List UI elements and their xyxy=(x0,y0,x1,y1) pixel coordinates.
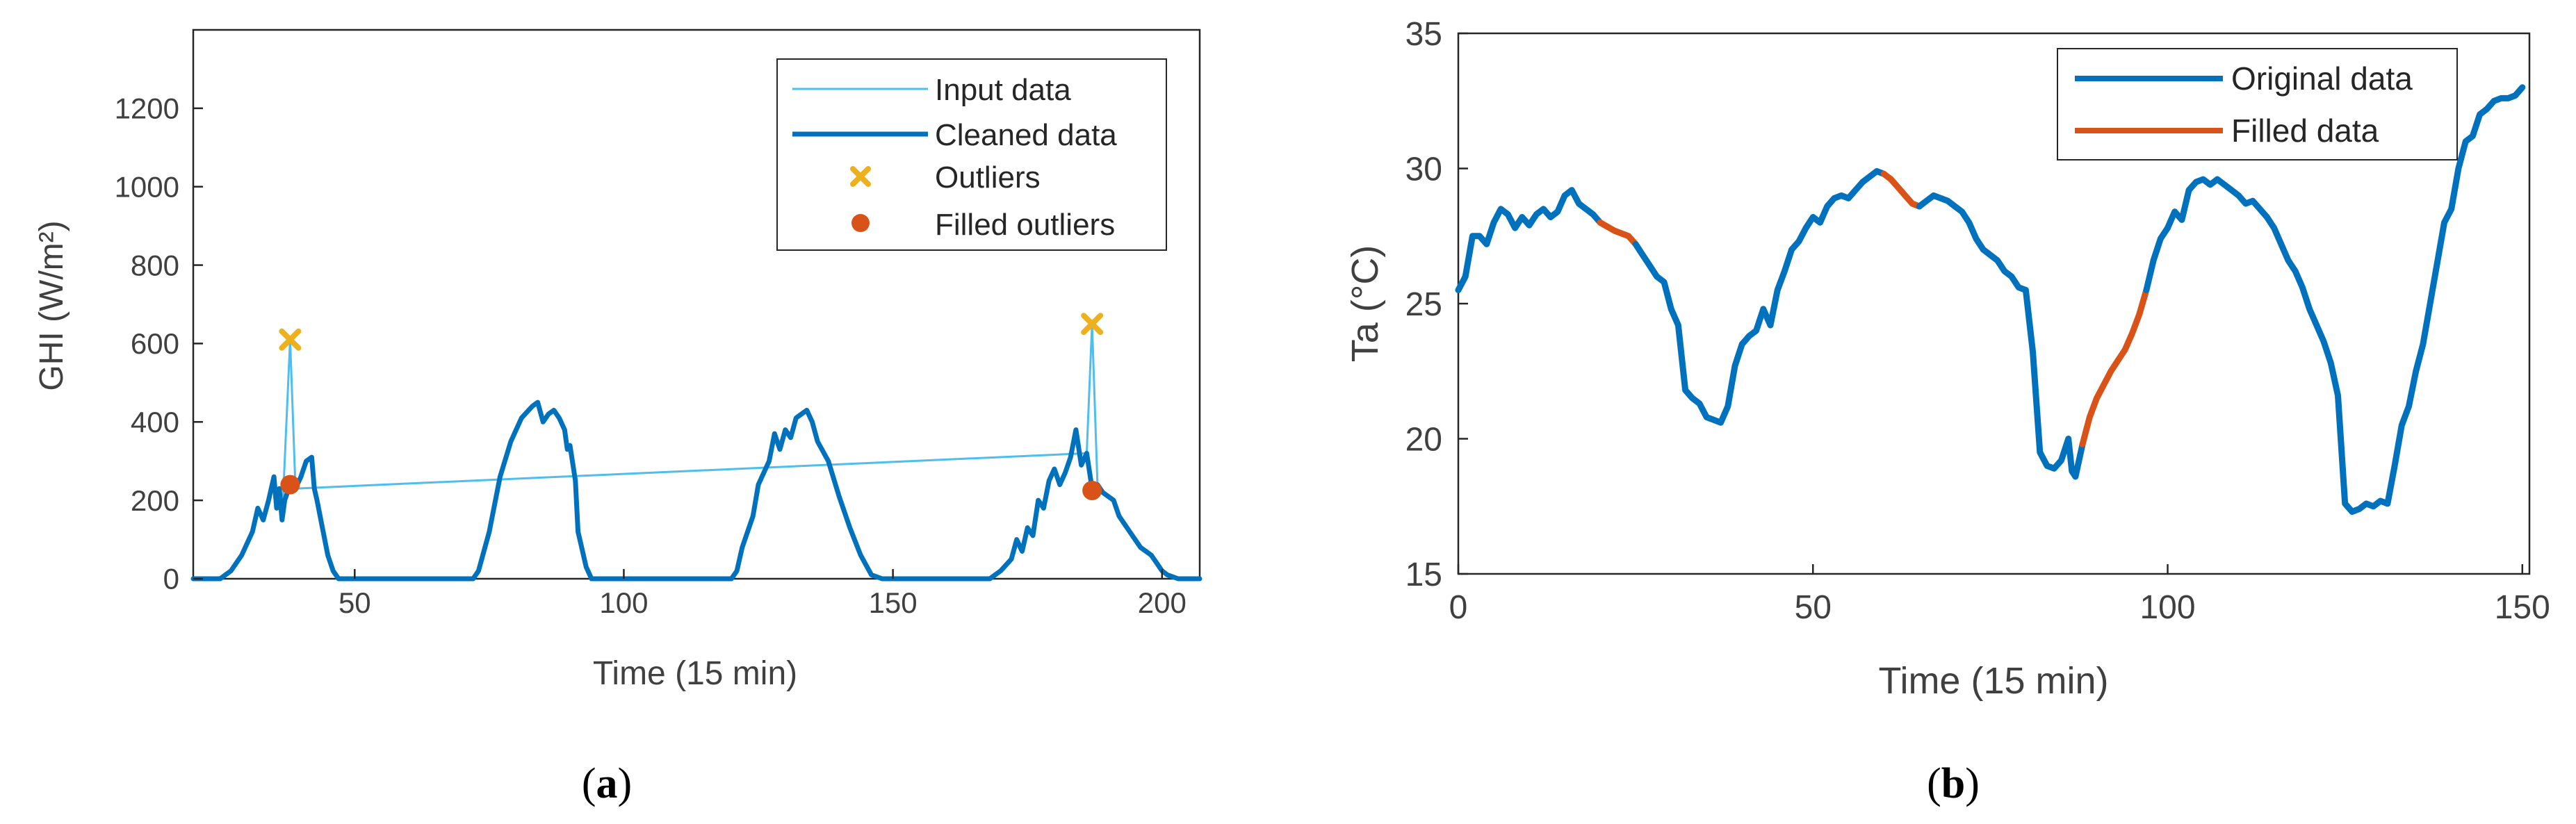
series-line-original-data-b-2 xyxy=(1632,167,1887,426)
x-tick-label-b-100: 100 xyxy=(2139,589,2195,626)
legend-entry-filled-data: Filled data xyxy=(2231,113,2379,149)
y-tick-label-b-20: 20 xyxy=(1405,421,1442,458)
series-line-original-data-b-6 xyxy=(2143,84,2526,515)
x-tick-label-a-100: 100 xyxy=(599,586,648,619)
series-layer-b xyxy=(1455,84,2526,515)
y-tick-label-a-0: 0 xyxy=(163,563,179,595)
x-tick-label-b-50: 50 xyxy=(1795,589,1832,626)
legend-entry-filled-outliers: Filled outliers xyxy=(935,208,1115,242)
y-tick-label-b-35: 35 xyxy=(1405,16,1442,53)
filled-outlier-marker-a-0 xyxy=(280,475,300,495)
caption-b: (b) xyxy=(1927,760,1980,807)
y-tick-label-b-15: 15 xyxy=(1405,557,1442,593)
x-tick-label-b-0: 0 xyxy=(1449,589,1468,626)
outlier-marker-a-0 xyxy=(279,328,302,351)
legend-entry-input-data: Input data xyxy=(935,73,1071,107)
y-tick-label-b-30: 30 xyxy=(1405,151,1442,188)
chart-b: 0 50 100 150 15 20 25 30 35 Time (15 min) Ta (°C… xyxy=(1344,16,2550,702)
outlier-marker-a-1 xyxy=(1081,313,1104,336)
x-tick-label-a-150: 150 xyxy=(869,586,918,619)
legend-a: Input data Cleaned data Outliers Filled … xyxy=(776,58,1167,251)
x-axis-label-b: Time (15 min) xyxy=(1878,660,2108,702)
series-line-cleaned-data-a-0 xyxy=(190,399,1203,582)
x-tick-label-a-50: 50 xyxy=(339,586,371,619)
series-line-filled-data-b-5 xyxy=(2079,287,2150,447)
legend-marker-filled-outliers xyxy=(851,214,870,232)
series-layer-a xyxy=(190,313,1203,582)
legend-b: Original data Filled data xyxy=(2057,48,2458,160)
y-axis-label-a: GHI (W/m²) xyxy=(33,220,70,390)
chart-a: 50 100 150 200 0 200 400 600 800 1000 1200 Time (1… xyxy=(33,28,1203,692)
legend-entry-cleaned-data: Cleaned data xyxy=(935,118,1117,152)
y-tick-label-a-800: 800 xyxy=(131,249,179,281)
caption-a: (a) xyxy=(582,760,632,807)
x-axis-label-a: Time (15 min) xyxy=(593,655,797,692)
series-line-input-data-a-1 xyxy=(281,322,1099,521)
x-tick-label-b-150: 150 xyxy=(2495,589,2550,626)
series-line-filled-data-b-3 xyxy=(1880,170,1923,210)
legend-entry-original-data: Original data xyxy=(2231,60,2413,97)
y-axis-label-b: Ta (°C) xyxy=(1344,245,1386,363)
series-line-original-data-b-0 xyxy=(1455,187,1604,293)
x-tick-label-a-200: 200 xyxy=(1138,586,1187,619)
y-tick-label-a-1200: 1200 xyxy=(115,92,179,125)
legend-marker-outliers xyxy=(850,166,871,187)
series-line-filled-data-b-1 xyxy=(1597,219,1639,247)
y-tick-label-a-600: 600 xyxy=(131,327,179,360)
y-tick-label-a-1000: 1000 xyxy=(115,170,179,203)
filled-outlier-marker-a-1 xyxy=(1082,481,1102,501)
y-tick-label-a-400: 400 xyxy=(131,406,179,438)
y-tick-label-b-25: 25 xyxy=(1405,286,1442,323)
y-tick-label-a-200: 200 xyxy=(131,484,179,517)
series-line-original-data-b-4 xyxy=(1916,192,2086,480)
legend-entry-outliers: Outliers xyxy=(935,160,1041,195)
